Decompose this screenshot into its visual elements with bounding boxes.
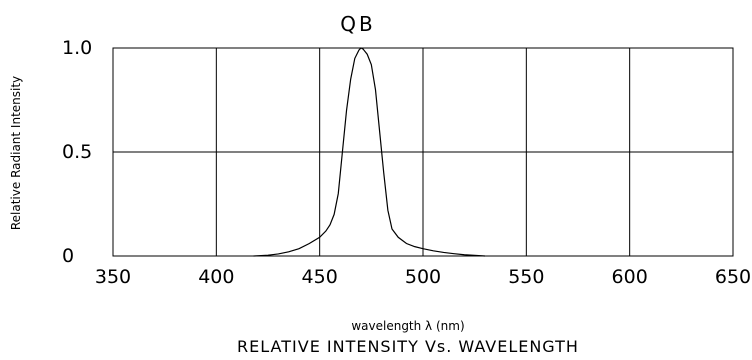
x-tick-label: 450 bbox=[302, 266, 338, 288]
y-axis-label: Relative Radiant Intensity bbox=[9, 76, 23, 230]
intensity-curve bbox=[253, 47, 486, 257]
x-tick-label: 500 bbox=[405, 266, 441, 288]
y-tick-label: 1.0 bbox=[62, 37, 92, 59]
x-tick-labels: 350 400 450 500 550 600 650 bbox=[95, 266, 751, 288]
y-tick-labels: 0 0.5 1.0 bbox=[62, 37, 92, 267]
x-tick-label: 600 bbox=[612, 266, 648, 288]
x-tick-label: 400 bbox=[198, 266, 234, 288]
chart-title: QB bbox=[340, 12, 375, 36]
x-tick-label: 350 bbox=[95, 266, 131, 288]
plot-frame bbox=[112, 47, 734, 257]
grid bbox=[113, 48, 733, 256]
chart-caption: RELATIVE INTENSITY Vs. WAVELENGTH bbox=[237, 337, 579, 356]
x-tick-label: 650 bbox=[715, 266, 751, 288]
y-tick-label: 0.5 bbox=[62, 141, 92, 163]
x-tick-label: 550 bbox=[508, 266, 544, 288]
x-axis-label: wavelength λ (nm) bbox=[351, 319, 464, 333]
y-tick-label: 0 bbox=[62, 245, 74, 267]
